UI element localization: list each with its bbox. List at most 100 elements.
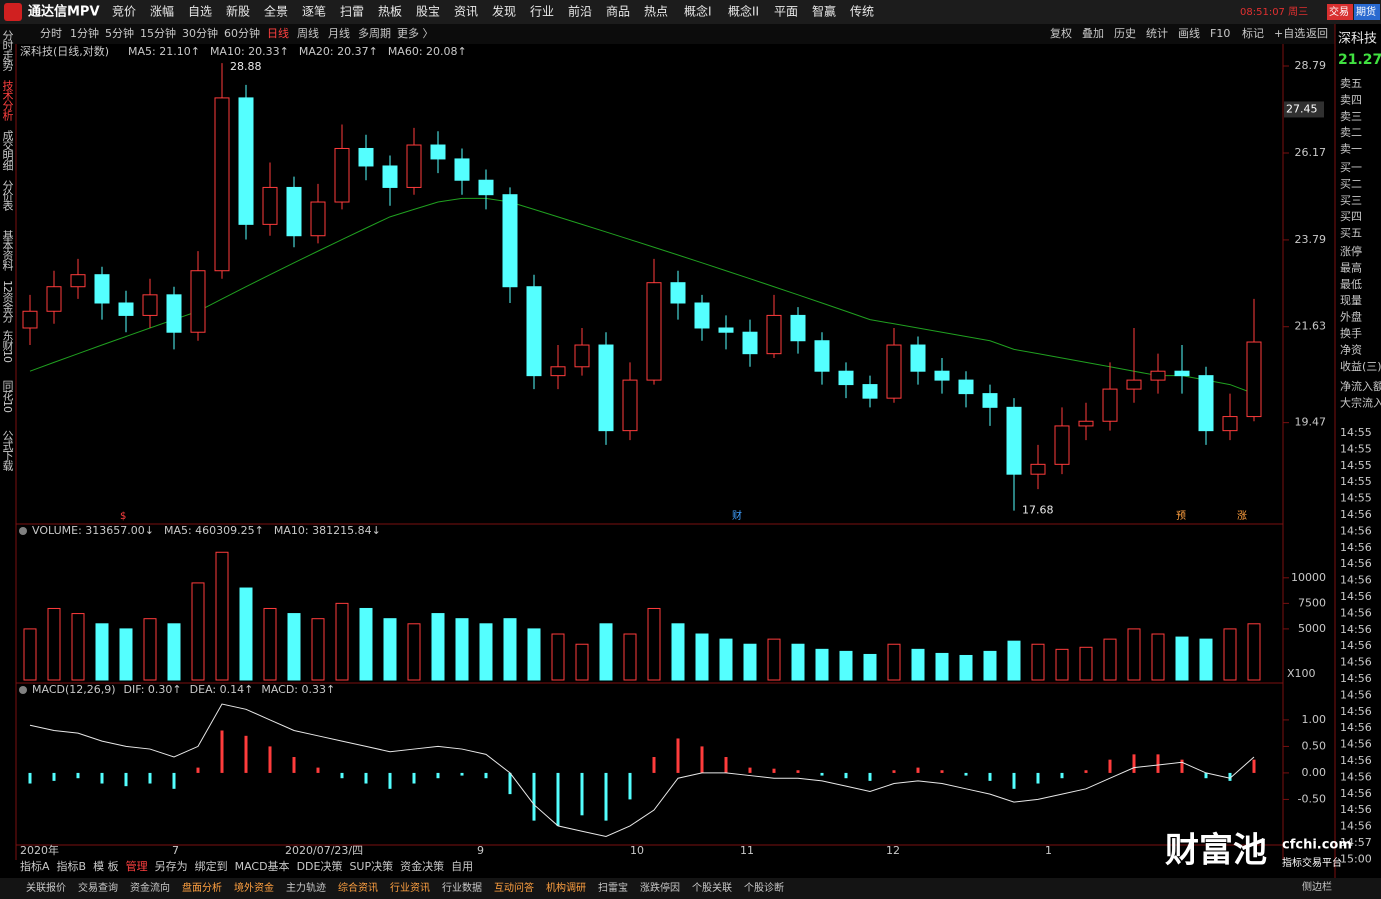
volume-bar — [479, 623, 493, 681]
menu-item[interactable]: 传统 — [850, 4, 874, 19]
menu-item[interactable]: 概念II — [728, 4, 759, 19]
bottom-tab[interactable]: 互动问答 — [494, 881, 534, 894]
period-tab[interactable]: 日线 — [267, 26, 289, 40]
period-tab[interactable]: 30分钟 — [182, 26, 218, 40]
menu-button[interactable]: 交易 — [1329, 5, 1349, 18]
volume-bar — [695, 633, 709, 681]
bottom-tab[interactable]: 机构调研 — [546, 881, 586, 894]
legend-item: MA10: 381215.84↓ — [274, 524, 381, 537]
sidebar-tab[interactable]: 公式下载 — [1, 430, 14, 471]
trade-time: 14:56 — [1340, 656, 1372, 669]
candle-body — [238, 97, 254, 225]
period-tab[interactable]: 15分钟 — [140, 26, 176, 40]
bottom-tab[interactable]: 资金流向 — [130, 881, 170, 894]
menu-item[interactable]: 新股 — [226, 4, 250, 19]
watermark-slogan: 指标交易平台 — [1282, 856, 1342, 869]
menu-item[interactable]: 自选 — [188, 5, 212, 19]
y-tick-label: 0.00 — [1302, 766, 1327, 779]
volume-bar — [1007, 640, 1021, 681]
menu-item[interactable]: 竞价 — [112, 5, 136, 19]
period-tab[interactable]: 更多 〉 — [397, 26, 434, 40]
volume-bar — [1151, 633, 1165, 681]
side-button[interactable]: 侧边栏 — [1302, 880, 1332, 893]
indicator-tab[interactable]: 模 板 — [93, 859, 119, 873]
indicator-tab[interactable]: 另存为 — [155, 859, 188, 873]
candle-body — [430, 144, 446, 160]
bottom-tab[interactable]: 行业数据 — [442, 881, 482, 894]
sidebar-tab[interactable]: 分价表 — [1, 180, 14, 212]
menu-item[interactable]: 扫雷 — [340, 5, 364, 19]
bottom-tab[interactable]: 涨跌停因 — [640, 881, 680, 894]
menu-item[interactable]: 智赢 — [812, 4, 836, 19]
indicator-tab[interactable]: SUP决策 — [349, 859, 393, 873]
bottom-tab[interactable]: 盘面分析 — [182, 881, 222, 894]
sidebar-tab[interactable]: 东财10 — [1, 330, 14, 363]
sidebar-tab[interactable]: 分时走势 — [1, 30, 14, 71]
period-tab[interactable]: 1分钟 — [70, 26, 99, 40]
menu-item[interactable]: 热板 — [378, 5, 402, 19]
quote-label: 大宗流入 — [1340, 396, 1381, 410]
bottom-tab[interactable]: 行业资讯 — [390, 881, 430, 894]
indicator-tab[interactable]: 指标B — [57, 859, 87, 873]
indicator-tab[interactable]: MACD基本 — [235, 859, 290, 873]
period-tab[interactable]: 5分钟 — [105, 26, 134, 40]
indicator-tab[interactable]: 管理 — [126, 859, 148, 873]
menu-item[interactable]: 商品 — [606, 4, 630, 19]
quote-label: 买二 — [1340, 177, 1362, 190]
bottom-tab[interactable]: 主力轨迹 — [286, 881, 326, 894]
bottom-tab[interactable]: 境外资金 — [234, 881, 274, 894]
legend-item: MA60: 20.08↑ — [388, 45, 467, 58]
menu-item[interactable]: 热点 — [644, 5, 668, 19]
candle-body — [334, 147, 350, 203]
sidebar-tab[interactable]: 同花10 — [1, 380, 14, 413]
candle-body — [1030, 463, 1046, 475]
indicator-tab[interactable]: 绑定到 — [195, 859, 228, 873]
volume-bar — [671, 623, 685, 681]
menu-item[interactable]: 逐笔 — [302, 4, 326, 19]
trade-time: 14:56 — [1340, 574, 1372, 587]
tool-button[interactable]: 统计 — [1146, 27, 1168, 40]
volume-bar — [455, 618, 469, 681]
volume-bar — [815, 648, 829, 681]
trade-time: 14:56 — [1340, 705, 1372, 718]
period-tab[interactable]: 分时 — [40, 27, 62, 40]
menu-item[interactable]: 资讯 — [454, 5, 478, 19]
tool-button[interactable]: 画线 — [1178, 26, 1200, 40]
bottom-tab[interactable]: 关联报价 — [26, 881, 66, 894]
bottom-tab[interactable]: 综合资讯 — [338, 881, 378, 894]
indicator-tab[interactable]: 资金决策 — [400, 859, 444, 873]
menu-item[interactable]: 前沿 — [568, 4, 592, 19]
sidebar-tab[interactable]: 12资金分 — [1, 280, 14, 323]
tool-button[interactable]: 历史 — [1114, 27, 1136, 40]
tool-button[interactable]: F10 — [1210, 27, 1230, 40]
menu-item[interactable]: 行业 — [530, 5, 554, 19]
tool-button[interactable]: 复权 — [1050, 26, 1072, 40]
sidebar-tab[interactable]: 技术分析 — [1, 80, 14, 122]
period-tab[interactable]: 多周期 — [358, 26, 391, 40]
menu-item[interactable]: 全景 — [264, 4, 288, 19]
menu-item[interactable]: 涨幅 — [150, 4, 174, 19]
tool-button[interactable]: 返回 — [1306, 27, 1328, 40]
indicator-tab[interactable]: DDE决策 — [297, 859, 343, 873]
menu-item[interactable]: 股宝 — [416, 5, 440, 19]
bottom-tab[interactable]: 交易查询 — [78, 881, 118, 894]
tool-button[interactable]: 叠加 — [1082, 27, 1104, 40]
tool-button[interactable]: 标记 — [1242, 26, 1264, 40]
menu-item[interactable]: 概念I — [684, 4, 712, 19]
period-tab[interactable]: 月线 — [328, 26, 350, 40]
menu-button[interactable]: 期货 — [1356, 5, 1376, 18]
bottom-tab[interactable]: 个股诊断 — [744, 881, 784, 894]
indicator-tab[interactable]: 自用 — [451, 860, 473, 873]
sidebar-tab[interactable]: 基本资料 — [1, 230, 14, 272]
menu-item[interactable]: 平面 — [774, 5, 798, 19]
period-tab[interactable]: 60分钟 — [224, 26, 260, 40]
period-tab[interactable]: 周线 — [297, 26, 319, 40]
bottom-tab[interactable]: 扫雷宝 — [598, 881, 628, 894]
indicator-tab[interactable]: 指标A — [20, 859, 50, 873]
sidebar-tab[interactable]: 成交明细 — [1, 130, 14, 171]
volume-bar — [383, 618, 397, 681]
bottom-tab[interactable]: 个股关联 — [692, 881, 732, 894]
menu-item[interactable]: 发现 — [492, 4, 516, 19]
tool-button[interactable]: +自选 — [1274, 27, 1305, 40]
